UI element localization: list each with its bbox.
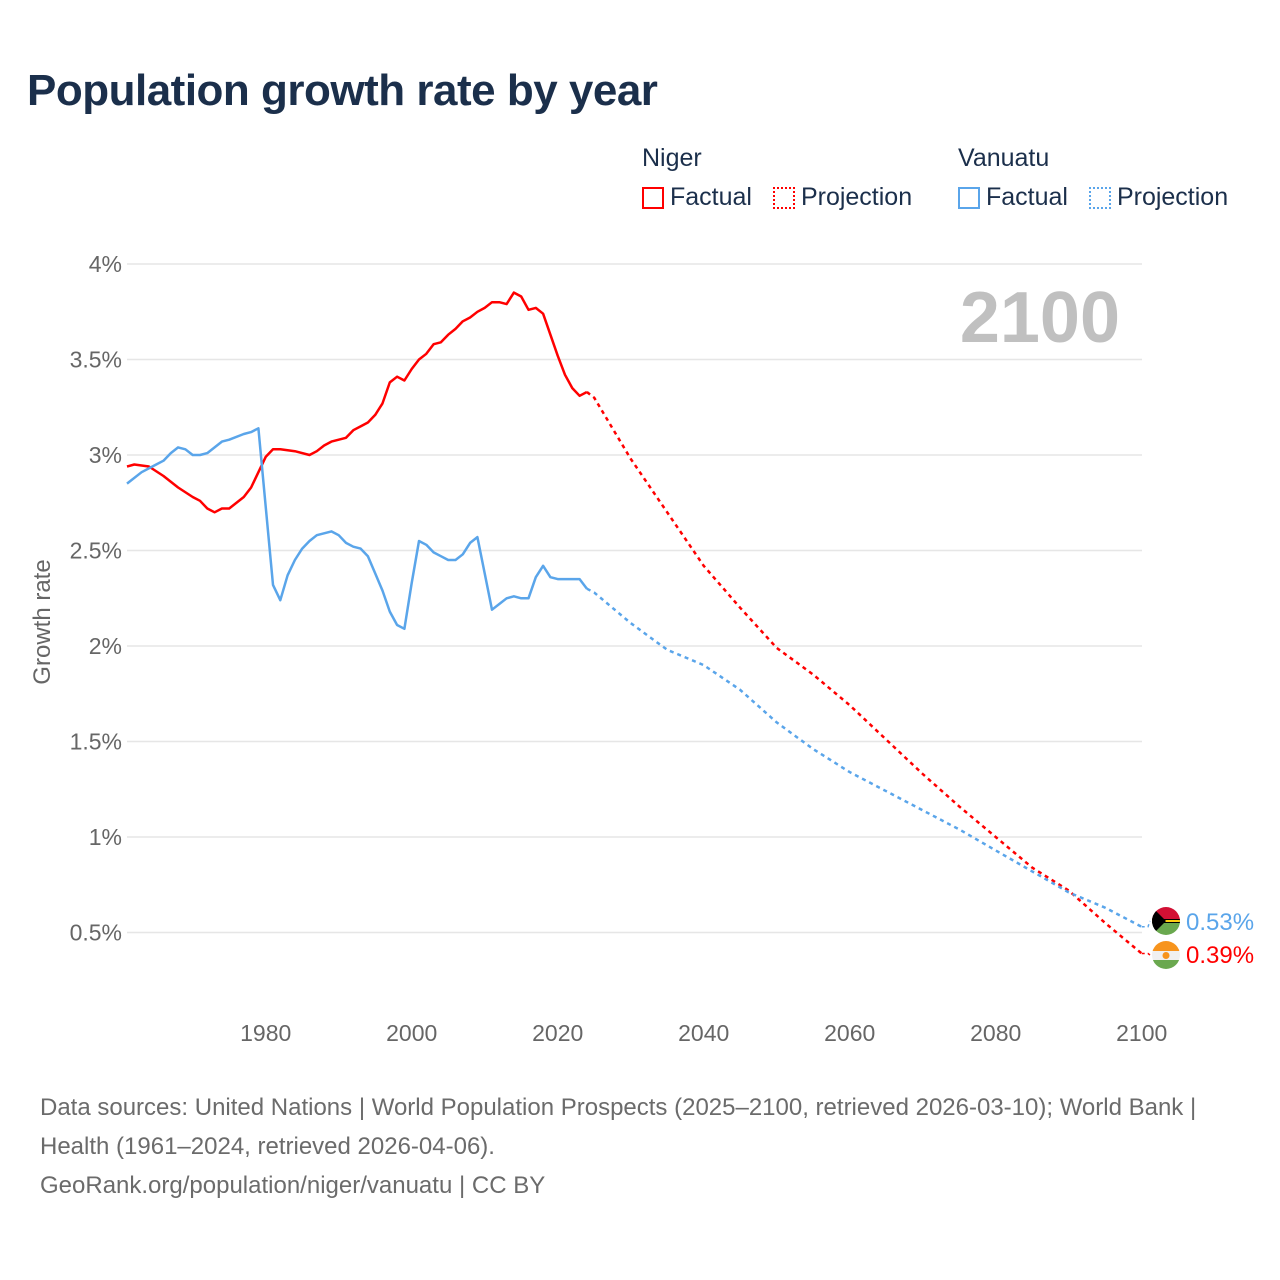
legend-vanuatu-factual[interactable]: Factual (958, 183, 1068, 212)
source-link[interactable]: GeoRank.org/population/niger/vanuatu | C… (40, 1172, 546, 1199)
y-tick-label: 3.5% (70, 347, 122, 373)
series-line-vanuatu-projection (586, 587, 1143, 928)
legend-label: Factual (986, 183, 1068, 211)
y-axis-label: Growth rate (29, 559, 56, 684)
legend-niger-factual[interactable]: Factual (642, 183, 752, 212)
end-label-vanuatu: 0.53% (1186, 909, 1254, 936)
data-sources: Data sources: United Nations | World Pop… (40, 1094, 1197, 1160)
end-connector-vanuatu (1141, 920, 1151, 928)
legend-niger-projection[interactable]: Projection (772, 183, 913, 212)
y-tick-label: 1.5% (70, 729, 122, 755)
x-tick-label: 2100 (1116, 1020, 1167, 1046)
legend-label: Projection (1116, 183, 1229, 211)
legend-label: Projection (800, 183, 913, 211)
legend-niger: Niger Factual Projection (642, 144, 926, 216)
legend-label: Factual (670, 183, 752, 211)
x-tick-label: 2000 (386, 1020, 437, 1046)
end-connector-niger (1141, 952, 1151, 956)
x-tick-label: 2080 (970, 1020, 1021, 1046)
x-tick-label: 2060 (824, 1020, 875, 1046)
legend-vanuatu: Vanuatu Factual Projection (958, 144, 1228, 216)
end-label-niger: 0.39% (1186, 942, 1254, 969)
flag-niger-icon (1152, 941, 1180, 969)
series-line-vanuatu-factual (126, 427, 588, 631)
y-tick-label: 1% (89, 824, 122, 850)
x-tick-label: 2040 (678, 1020, 729, 1046)
chart-title: Population growth rate by year (27, 66, 658, 115)
solid-swatch-icon (642, 186, 664, 209)
solid-swatch-icon (958, 186, 980, 209)
footer: Data sources: United Nations | World Pop… (40, 1088, 1240, 1205)
dotted-swatch-icon (772, 186, 795, 209)
flag-vanuatu-icon (1152, 907, 1180, 935)
x-tick-label: 1980 (240, 1020, 291, 1046)
legend-group-name: Vanuatu (958, 144, 1050, 172)
series-line-niger-factual (126, 291, 588, 514)
y-tick-label: 4% (89, 251, 122, 277)
x-tick-label: 2020 (532, 1020, 583, 1046)
y-tick-label: 0.5% (70, 920, 122, 946)
year-display: 2100 (960, 278, 1120, 358)
y-tick-label: 3% (89, 442, 122, 468)
y-tick-label: 2.5% (70, 538, 122, 564)
dotted-swatch-icon (1088, 186, 1111, 209)
line-chart: 0.5% 1% 1.5% 2% 2.5% 3% 3.5% 4% 1980 2000 2020 2040… (29, 251, 1254, 1046)
series-line-niger-projection (586, 391, 1143, 955)
legend-vanuatu-projection[interactable]: Projection (1088, 183, 1229, 212)
legend-group-name: Niger (642, 144, 702, 172)
y-tick-label: 2% (89, 633, 122, 659)
